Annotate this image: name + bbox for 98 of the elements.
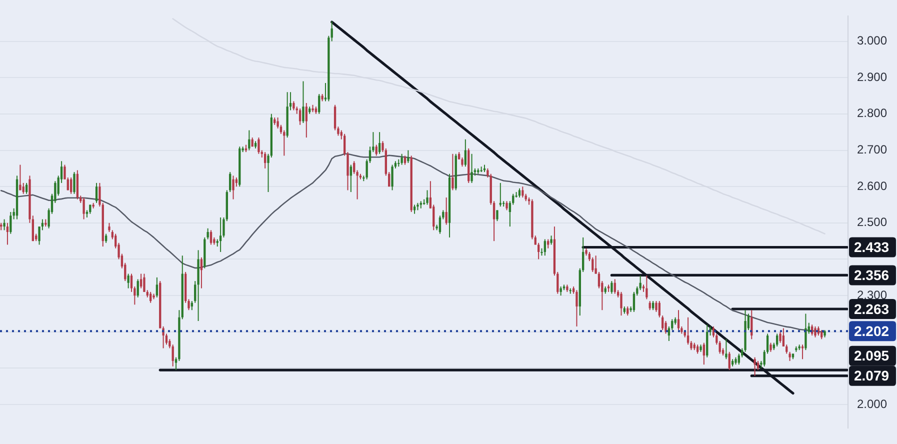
candlestick — [76, 170, 79, 200]
data-label: 2.263 — [854, 300, 890, 317]
candlestick — [210, 230, 212, 246]
candlestick — [136, 278, 139, 298]
candlestick — [305, 102, 308, 138]
candlestick — [264, 152, 266, 169]
candlestick — [776, 333, 778, 347]
candlestick — [648, 300, 651, 311]
candlestick — [655, 300, 658, 312]
candlestick — [6, 222, 9, 246]
data-label: 2.356 — [854, 267, 890, 284]
y-tick-label: 2.300 — [857, 288, 888, 302]
candlestick — [248, 130, 250, 151]
candlestick — [229, 172, 232, 193]
candlestick — [544, 238, 546, 256]
candlestick — [127, 273, 130, 289]
candlestick — [461, 157, 464, 168]
candlestick — [258, 137, 260, 154]
candlestick — [820, 330, 823, 340]
candlestick — [70, 177, 72, 194]
candlestick — [400, 153, 403, 166]
data-label: 2.095 — [854, 348, 890, 364]
candlestick — [378, 132, 381, 154]
candlestick — [452, 153, 454, 191]
candlestick — [518, 188, 521, 198]
candlestick — [718, 340, 721, 354]
candlestick — [560, 286, 562, 296]
candlestick — [73, 172, 76, 194]
candlestick — [156, 276, 158, 298]
candlestick — [804, 313, 807, 351]
candlestick — [3, 218, 6, 231]
candlestick — [219, 216, 222, 252]
candlestick — [95, 182, 98, 204]
candlestick — [172, 344, 174, 367]
y-tick-label: 2.600 — [857, 178, 888, 193]
candlestick — [108, 222, 110, 232]
candlestick — [150, 291, 152, 304]
candlestick — [614, 278, 616, 294]
candlestick — [658, 300, 660, 318]
candlestick — [639, 275, 642, 291]
candlestick — [445, 196, 448, 226]
candlestick — [470, 153, 473, 184]
y-tick-label: 2.900 — [857, 70, 888, 84]
candlestick — [728, 351, 730, 371]
candlestick — [702, 342, 706, 366]
candlestick — [200, 256, 203, 289]
candlestick — [232, 175, 234, 200]
data-label: 2.433 — [854, 239, 890, 256]
candlestick — [779, 331, 782, 344]
candlestick — [652, 300, 654, 311]
candlestick — [814, 326, 816, 338]
candlestick — [140, 273, 142, 289]
candlestick — [22, 182, 24, 194]
candlestick — [522, 186, 524, 198]
y-tick-label: 2.500 — [857, 215, 888, 230]
candlestick — [662, 315, 664, 331]
ref-line-label: 2.202 — [854, 323, 890, 340]
data-label: 2.079 — [854, 368, 890, 384]
y-tick-label: 3.000 — [857, 34, 888, 48]
candlestick — [190, 300, 194, 311]
candlestick — [496, 210, 498, 222]
candlestick — [788, 351, 791, 362]
candlestick — [677, 310, 680, 331]
candlestick — [404, 155, 406, 166]
candlestick — [206, 228, 209, 240]
candlestick — [646, 275, 648, 300]
candlestick — [318, 93, 320, 114]
candlestick — [64, 164, 66, 180]
candlestick — [725, 338, 728, 360]
candlestick — [576, 290, 578, 327]
candlestick — [10, 212, 12, 234]
candlestick — [547, 238, 550, 249]
candlestick — [292, 100, 295, 111]
candlestick — [302, 80, 304, 124]
candlestick — [426, 190, 428, 206]
y-tick-label: 2.700 — [857, 142, 888, 157]
y-tick-label: 2.000 — [857, 396, 888, 411]
candlestick — [104, 233, 108, 244]
candlestick — [375, 144, 378, 156]
candlestick — [610, 280, 613, 294]
candlestick — [82, 196, 85, 220]
y-tick-label: 2.800 — [857, 106, 888, 120]
candlestick — [235, 177, 238, 188]
candlestick — [754, 356, 756, 376]
candlestick — [696, 344, 699, 354]
candlestick — [550, 235, 552, 246]
candlestick — [353, 160, 356, 174]
candlestick — [350, 164, 352, 193]
candlestick — [770, 342, 772, 352]
candlestick — [19, 164, 22, 191]
candlestick — [464, 138, 467, 168]
candlestick — [506, 200, 508, 211]
candlestick — [391, 164, 394, 191]
candlestick — [407, 150, 410, 164]
candlestick — [413, 204, 416, 214]
candlestick — [89, 204, 92, 214]
candlestick — [706, 324, 708, 358]
candlestick — [620, 291, 622, 316]
